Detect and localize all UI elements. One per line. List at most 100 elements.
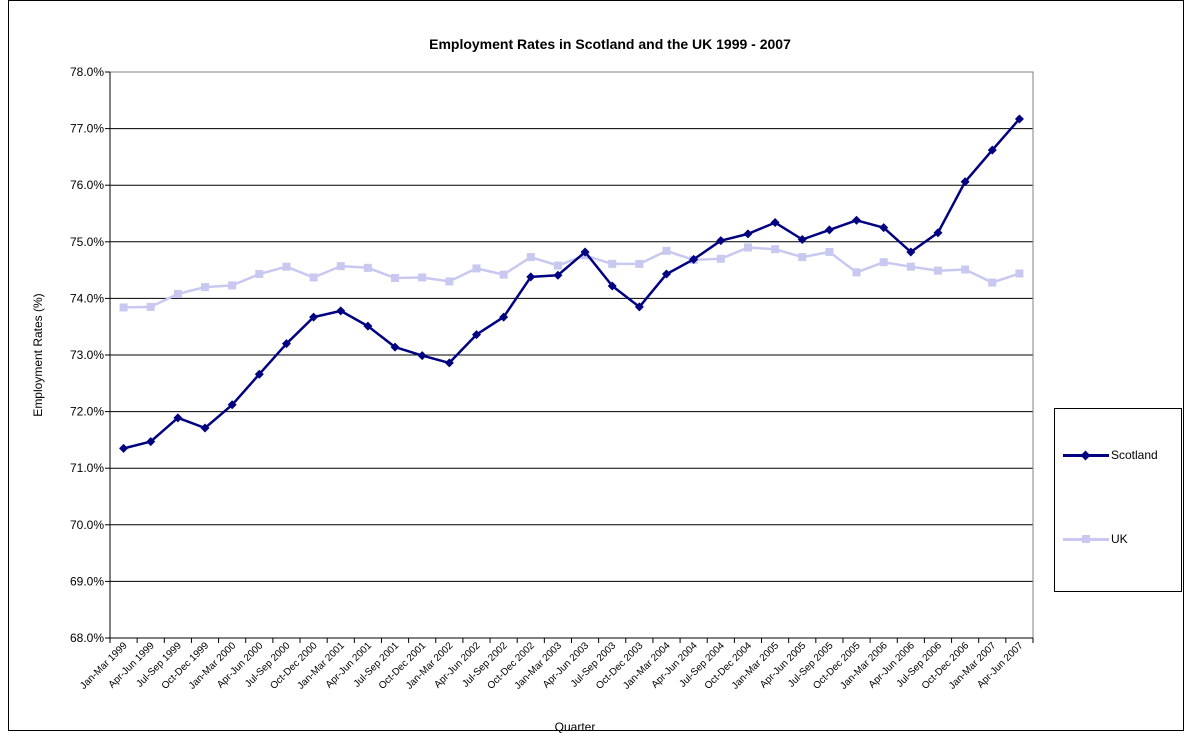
legend: Scotland UK bbox=[1054, 408, 1182, 592]
legend-item-scotland: Scotland bbox=[1063, 445, 1158, 465]
uk-series-swatch bbox=[1063, 529, 1109, 549]
scotland-series-swatch bbox=[1063, 445, 1109, 465]
y-tick-label: 78.0% bbox=[70, 65, 104, 79]
uk-point bbox=[961, 265, 970, 274]
uk-point bbox=[255, 270, 264, 279]
scotland-point bbox=[526, 272, 536, 282]
legend-item-uk: UK bbox=[1063, 529, 1128, 549]
scotland-point bbox=[119, 443, 129, 453]
scotland-line bbox=[123, 118, 1021, 450]
scotland-point bbox=[173, 413, 183, 423]
chart-frame bbox=[8, 0, 1184, 731]
y-tick-label: 74.0% bbox=[70, 291, 104, 305]
uk-point bbox=[716, 254, 725, 263]
series-lines bbox=[119, 114, 1024, 453]
uk-point bbox=[1015, 269, 1024, 278]
uk-point bbox=[553, 261, 562, 270]
scotland-point bbox=[662, 269, 672, 279]
y-tick-label: 75.0% bbox=[70, 235, 104, 249]
scotland-point bbox=[580, 247, 590, 257]
uk-point bbox=[173, 289, 182, 298]
legend-label-uk: UK bbox=[1111, 532, 1128, 546]
y-axis-title: Employment Rates (%) bbox=[31, 293, 45, 416]
uk-point bbox=[146, 302, 155, 311]
scotland-point bbox=[770, 218, 780, 228]
uk-point bbox=[499, 270, 508, 279]
y-tick-label: 76.0% bbox=[70, 178, 104, 192]
gridlines bbox=[110, 128, 1033, 582]
uk-point bbox=[662, 246, 671, 255]
uk-point bbox=[282, 262, 291, 271]
uk-point bbox=[363, 263, 372, 272]
scotland-point bbox=[553, 270, 563, 280]
scotland-point bbox=[852, 215, 862, 225]
scotland-point bbox=[146, 437, 156, 447]
scotland-point bbox=[987, 145, 997, 155]
uk-point bbox=[825, 247, 834, 256]
uk-point bbox=[526, 253, 535, 262]
y-tick-label: 77.0% bbox=[70, 122, 104, 136]
scotland-point bbox=[933, 228, 943, 238]
scotland-point bbox=[607, 281, 617, 291]
uk-point bbox=[771, 245, 780, 254]
uk-point bbox=[798, 253, 807, 262]
uk-point bbox=[418, 273, 427, 282]
scotland-point bbox=[363, 321, 373, 331]
axes bbox=[105, 71, 1034, 643]
uk-point bbox=[852, 268, 861, 277]
y-tick-labels: 68.0% 69.0% 70.0% 71.0% 72.0% 73.0% 74.0% 75.0%… bbox=[70, 65, 104, 645]
uk-point bbox=[119, 303, 128, 312]
scotland-point bbox=[716, 236, 726, 246]
chart-title: Employment Rates in Scotland and the UK … bbox=[429, 36, 791, 52]
scotland-point bbox=[254, 369, 264, 379]
uk-point bbox=[988, 278, 997, 287]
y-tick-label: 72.0% bbox=[70, 405, 104, 419]
scotland-point bbox=[309, 312, 319, 322]
uk-point bbox=[309, 273, 318, 282]
scotland-point bbox=[797, 235, 807, 245]
scotland-point bbox=[417, 351, 427, 361]
scotland-point bbox=[743, 229, 753, 239]
scotland-point bbox=[879, 223, 889, 233]
x-axis-title: Quarter bbox=[555, 720, 596, 733]
scotland-point bbox=[960, 177, 970, 187]
scotland-point bbox=[906, 247, 916, 257]
scotland-point bbox=[689, 254, 699, 264]
y-tick-label: 69.0% bbox=[70, 574, 104, 588]
scotland-point bbox=[390, 342, 400, 352]
uk-point bbox=[391, 274, 400, 283]
uk-point bbox=[933, 266, 942, 275]
scotland-point bbox=[281, 339, 291, 349]
uk-point bbox=[608, 259, 617, 268]
uk-point bbox=[228, 281, 237, 290]
scotland-point bbox=[336, 306, 346, 316]
scotland-point bbox=[227, 400, 237, 410]
scotland-point bbox=[1014, 114, 1024, 124]
uk-line bbox=[123, 246, 1020, 309]
uk-point bbox=[635, 259, 644, 268]
legend-label-scotland: Scotland bbox=[1111, 448, 1158, 462]
series-scotland bbox=[119, 114, 1024, 453]
square-marker-icon bbox=[1082, 535, 1090, 543]
uk-point bbox=[201, 283, 210, 292]
scotland-point bbox=[499, 312, 509, 322]
scotland-point bbox=[200, 423, 210, 433]
uk-point bbox=[743, 243, 752, 252]
series-uk bbox=[119, 243, 1024, 312]
diamond-marker-icon bbox=[1080, 450, 1091, 461]
uk-point bbox=[906, 262, 915, 271]
scotland-point bbox=[444, 358, 454, 368]
y-tick-label: 71.0% bbox=[70, 461, 104, 475]
uk-point bbox=[336, 262, 345, 271]
scotland-point bbox=[634, 302, 644, 312]
scotland-point bbox=[824, 225, 834, 235]
scotland-point bbox=[471, 330, 481, 340]
uk-point bbox=[879, 258, 888, 267]
y-tick-label: 68.0% bbox=[70, 631, 104, 645]
y-tick-label: 70.0% bbox=[70, 518, 104, 532]
uk-point bbox=[445, 277, 454, 286]
y-tick-label: 73.0% bbox=[70, 348, 104, 362]
uk-point bbox=[472, 264, 481, 273]
